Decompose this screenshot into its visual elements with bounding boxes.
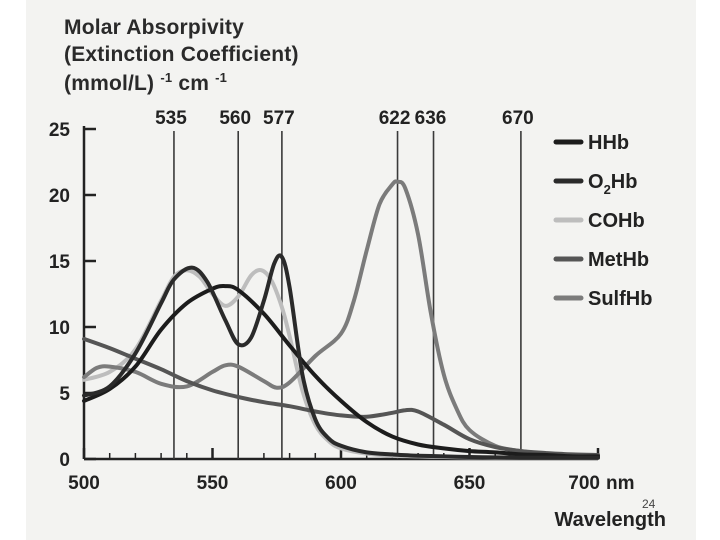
legend-text-suffix: Hb [611, 171, 638, 193]
legend-label-sulfhb: SulfHb [588, 288, 652, 310]
series-line-hhb [82, 284, 600, 459]
x-tick-label: 550 [197, 473, 229, 494]
reference-label-636: 636 [415, 108, 447, 129]
legend-text: SulfHb [588, 288, 652, 310]
legend-label-hhb: HHb [588, 132, 629, 154]
y-axis-units-exponent-2: -1 [215, 70, 228, 85]
y-axis-units-exponent-1: -1 [160, 70, 173, 85]
slide-number: 24 [642, 497, 656, 511]
series-line-sulfhb [82, 179, 600, 458]
reference-label-577: 577 [263, 108, 295, 129]
legend-label-methb: MetHb [588, 249, 649, 271]
legend-text: COHb [588, 210, 645, 232]
x-tick-label: 600 [325, 473, 357, 494]
legend-label-o2hb: O2Hb [588, 171, 637, 197]
legend-text: O [588, 171, 604, 193]
y-axis-units: (mmol/L) -1 cm -1 [64, 70, 227, 96]
x-tick-label: 700 [568, 473, 600, 494]
series-line-methb [82, 336, 600, 457]
y-tick-label: 10 [49, 318, 70, 339]
y-axis-units-base: (mmol/L) [64, 72, 155, 95]
legend-subscript: 2 [604, 182, 611, 197]
reference-label-622: 622 [379, 108, 411, 129]
x-axis-unit: nm [606, 473, 635, 494]
y-axis-units-cm: cm [178, 72, 210, 95]
y-axis-title-line-1: Molar Absorpivity [64, 16, 244, 39]
y-tick-label: 0 [59, 450, 70, 471]
reference-label-535: 535 [155, 108, 187, 129]
series-line-o2hb [82, 253, 600, 460]
y-tick-label: 20 [49, 186, 70, 207]
y-axis-title-line-2: (Extinction Coefficient) [64, 43, 299, 66]
x-axis-title: Wavelength [555, 509, 667, 531]
legend-label-cohb: COHb [588, 210, 645, 232]
y-tick-label: 25 [49, 120, 71, 141]
y-tick-label: 15 [49, 252, 71, 273]
y-tick-label: 5 [59, 384, 70, 405]
x-tick-label: 650 [454, 473, 486, 494]
legend-text: HHb [588, 132, 629, 154]
legend-text: MetHb [588, 249, 649, 271]
reference-label-670: 670 [502, 108, 534, 129]
reference-label-560: 560 [219, 108, 251, 129]
x-tick-label: 500 [68, 473, 100, 494]
